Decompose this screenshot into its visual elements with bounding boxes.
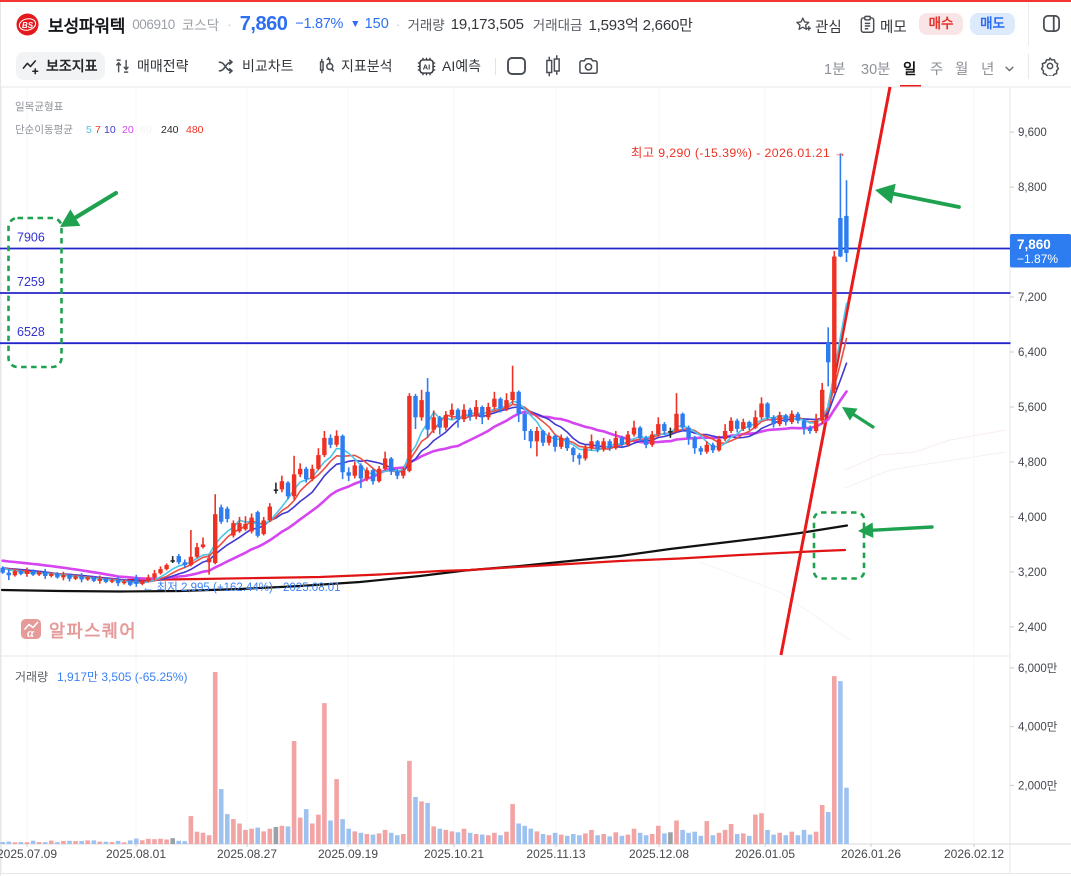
svg-text:7259: 7259 — [17, 275, 45, 289]
svg-text:AI: AI — [423, 62, 430, 71]
svg-text:240: 240 — [161, 124, 179, 136]
svg-text:60: 60 — [140, 124, 152, 136]
svg-text:2025.10.21: 2025.10.21 — [424, 847, 484, 861]
svg-text:2025.09.19: 2025.09.19 — [318, 847, 378, 861]
svg-text:2025.11.13: 2025.11.13 — [526, 847, 585, 861]
svg-text:7,860: 7,860 — [1017, 237, 1051, 252]
svg-text:2025.07.09: 2025.07.09 — [0, 847, 57, 861]
svg-text:2026.02.12: 2026.02.12 — [944, 847, 1004, 861]
svg-text:단순이동평균: 단순이동평균 — [15, 124, 73, 136]
svg-text:← 최저 2,995 (+162.44%) - 2025.0: ← 최저 2,995 (+162.44%) - 2025.08.01 — [142, 581, 341, 594]
svg-text:4,000: 4,000 — [1018, 512, 1047, 524]
svg-text:20: 20 — [122, 124, 134, 136]
svg-text:거래량: 거래량 — [15, 670, 48, 684]
svg-text:2,000만: 2,000만 — [1018, 779, 1058, 792]
svg-text:3,200: 3,200 — [1018, 567, 1047, 579]
svg-text:480: 480 — [186, 124, 204, 136]
svg-text:일목균형표: 일목균형표 — [15, 100, 64, 113]
svg-text:2026.01.05: 2026.01.05 — [735, 847, 795, 861]
svg-text:5: 5 — [86, 124, 92, 136]
svg-text:6,000만: 6,000만 — [1018, 662, 1058, 675]
svg-text:2,400: 2,400 — [1018, 622, 1047, 634]
svg-text:7,200: 7,200 — [1018, 292, 1047, 304]
svg-text:7: 7 — [95, 124, 101, 136]
svg-text:6528: 6528 — [17, 325, 45, 339]
svg-text:8,800: 8,800 — [1018, 182, 1047, 194]
svg-text:4,800: 4,800 — [1018, 457, 1047, 469]
svg-text:9,600: 9,600 — [1018, 127, 1047, 139]
svg-text:알파스퀘어: 알파스퀘어 — [49, 621, 137, 641]
svg-text:2026.01.26: 2026.01.26 — [841, 847, 901, 861]
svg-text:5,600: 5,600 — [1018, 402, 1047, 414]
svg-text:α: α — [27, 625, 35, 640]
svg-text:2025.08.27: 2025.08.27 — [217, 847, 277, 861]
svg-text:2025.08.01: 2025.08.01 — [106, 847, 166, 861]
svg-text:BS: BS — [22, 20, 34, 29]
svg-text:10: 10 — [104, 124, 116, 136]
svg-text:−1.87%: −1.87% — [1017, 252, 1058, 266]
svg-text:2025.12.08: 2025.12.08 — [629, 847, 689, 861]
svg-text:7906: 7906 — [17, 231, 45, 245]
svg-text:6,400: 6,400 — [1018, 347, 1047, 359]
svg-text:최고 9,290 (-15.39%) - 2026.01.2: 최고 9,290 (-15.39%) - 2026.01.21 → — [631, 146, 847, 160]
svg-text:1,917만 3,505 (-65.25%): 1,917만 3,505 (-65.25%) — [57, 670, 187, 684]
svg-text:4,000만: 4,000만 — [1018, 721, 1058, 734]
